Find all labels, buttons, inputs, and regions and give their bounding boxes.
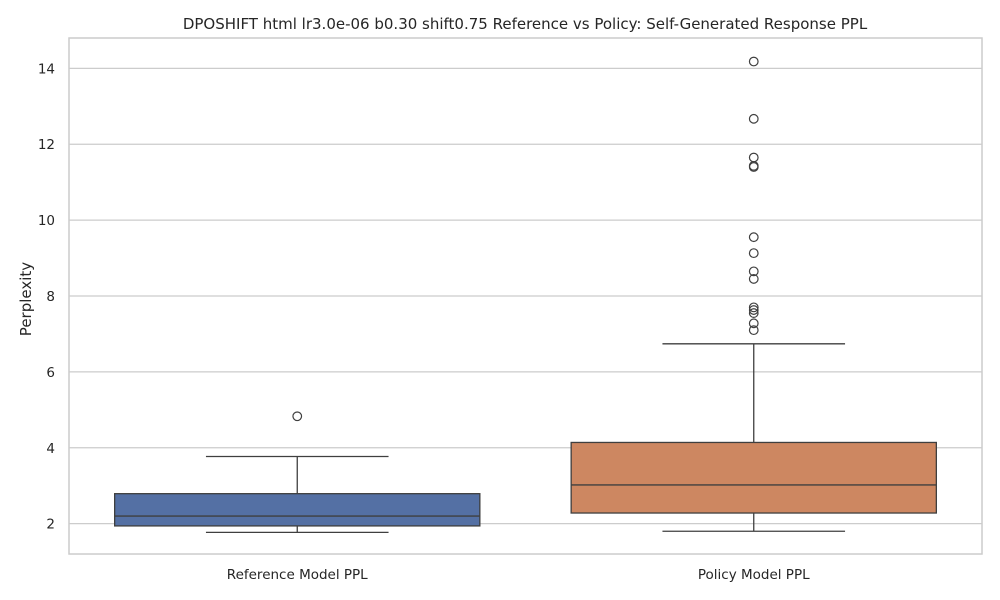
outlier-point	[748, 318, 759, 329]
outlier-point	[748, 232, 759, 243]
y-tick-labels: 2 4 6 8 10 12 14	[38, 61, 55, 532]
y-axis-label: Perplexity	[17, 262, 35, 336]
plot-frame	[68, 37, 983, 555]
y-tick-label: 8	[46, 289, 55, 305]
y-tick-label: 12	[38, 137, 55, 153]
iqr-box	[114, 493, 481, 527]
outlier-point	[748, 56, 759, 67]
x-tick-labels: Reference Model PPL Policy Model PPL	[227, 567, 810, 583]
boxes	[114, 56, 938, 534]
chart-title: DPOSHIFT html lr3.0e-06 b0.30 shift0.75 …	[183, 15, 868, 33]
y-tick-label: 4	[46, 441, 55, 457]
outlier-point	[292, 411, 303, 422]
x-tick-label: Policy Model PPL	[698, 567, 810, 583]
outlier-point	[748, 113, 759, 124]
outlier-point	[748, 308, 759, 318]
outlier-point	[748, 305, 759, 315]
outlier-point	[748, 325, 759, 336]
box-reference	[114, 411, 481, 534]
grid-lines	[69, 67, 982, 525]
iqr-box	[570, 441, 938, 514]
box-policy	[570, 56, 938, 532]
x-tick-label: Reference Model PPL	[227, 567, 368, 583]
outlier-point	[748, 266, 759, 277]
y-tick-label: 10	[38, 213, 55, 229]
outlier-point	[748, 302, 759, 313]
y-tick-label: 6	[46, 365, 55, 381]
outlier-point	[748, 248, 759, 259]
outlier-point	[748, 274, 759, 284]
y-tick-label: 14	[38, 61, 55, 77]
outlier-point	[748, 152, 759, 163]
y-tick-label: 2	[46, 517, 55, 533]
